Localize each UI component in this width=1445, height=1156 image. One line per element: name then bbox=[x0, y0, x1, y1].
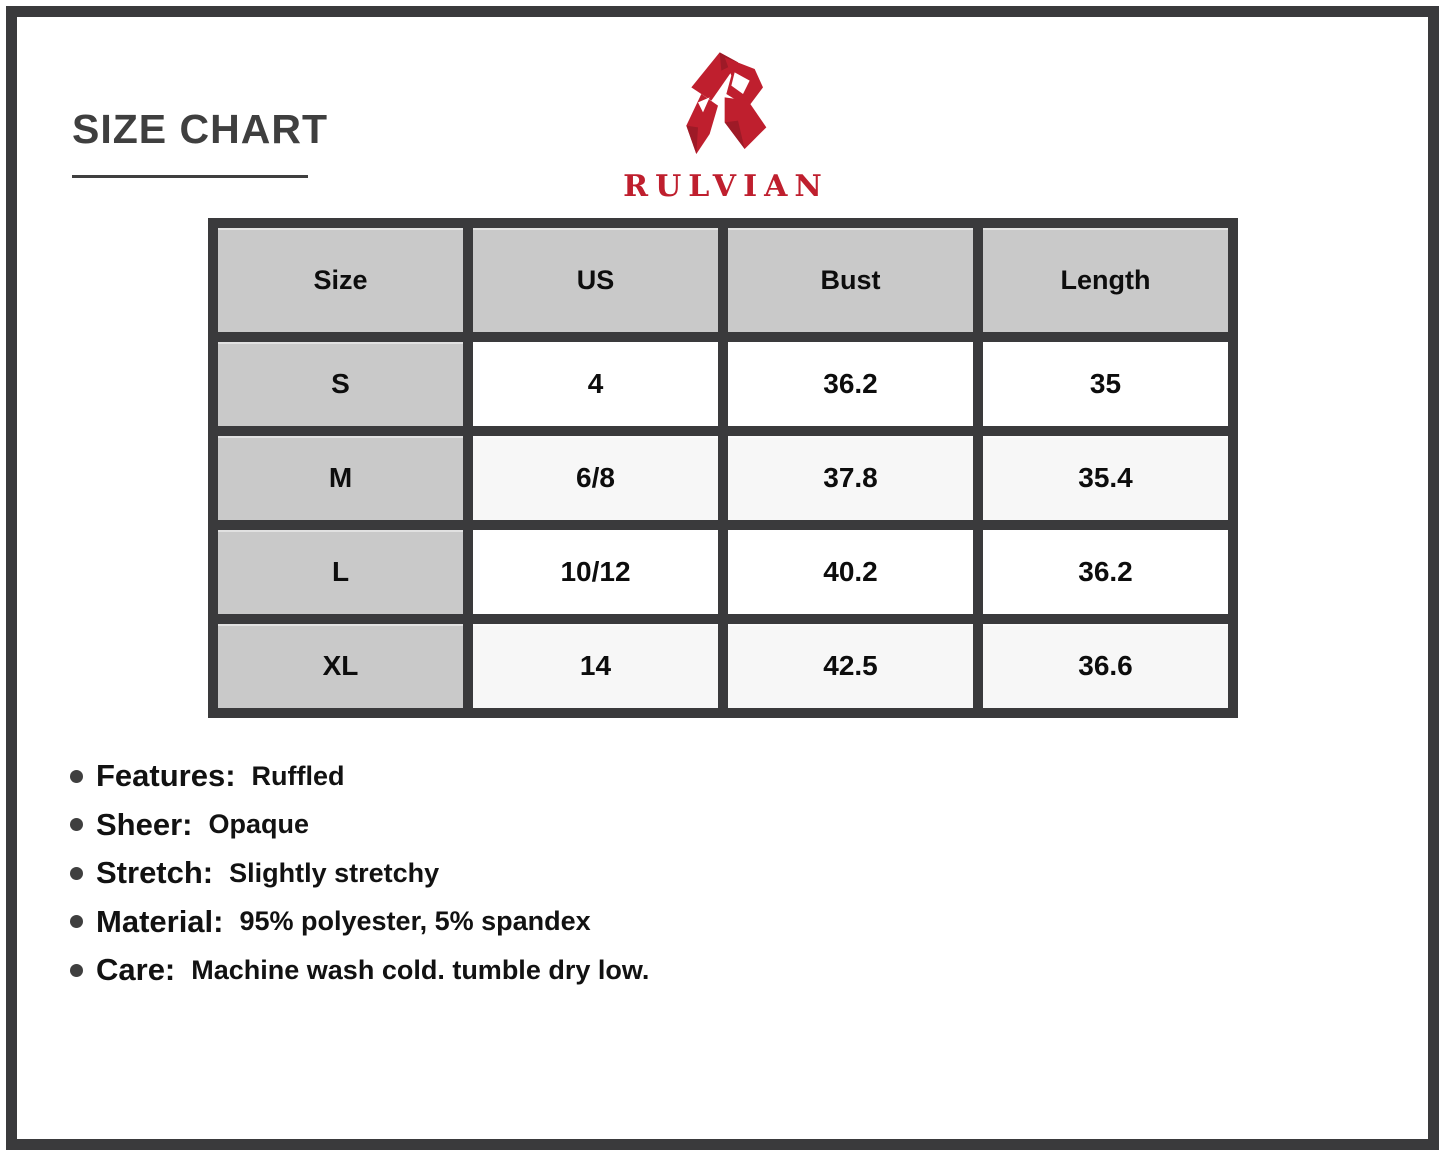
cell-l-bust: 40.2 bbox=[728, 530, 973, 614]
cell-m-length: 35.4 bbox=[983, 436, 1228, 520]
brand-name: RULVIAN bbox=[623, 169, 829, 204]
list-item: Sheer: Opaque bbox=[70, 801, 649, 850]
bullet-dot-icon bbox=[70, 866, 83, 880]
bullet-dot-icon bbox=[70, 963, 83, 977]
detail-label: Material: bbox=[96, 903, 224, 939]
bullet-dot-icon bbox=[70, 769, 83, 783]
product-details-list: Features: Ruffled Sheer: Opaque Stretch:… bbox=[70, 752, 649, 995]
row-label-s: S bbox=[218, 342, 463, 426]
detail-value: Ruffled bbox=[251, 760, 345, 791]
title-underline bbox=[72, 175, 308, 178]
cell-m-us: 6/8 bbox=[473, 436, 718, 520]
title-block: SIZE CHART bbox=[72, 106, 328, 178]
detail-label: Stretch: bbox=[96, 855, 214, 891]
brand-logo: RULVIAN bbox=[593, 46, 853, 204]
cell-s-length: 35 bbox=[983, 342, 1228, 426]
col-header-bust: Bust bbox=[728, 228, 973, 332]
detail-label: Care: bbox=[96, 952, 176, 988]
detail-label: Features: bbox=[96, 758, 236, 794]
list-item: Care: Machine wash cold. tumble dry low. bbox=[70, 946, 649, 995]
list-item: Material: 95% polyester, 5% spandex bbox=[70, 898, 649, 947]
detail-value: Machine wash cold. tumble dry low. bbox=[191, 954, 650, 985]
detail-label: Sheer: bbox=[96, 806, 193, 842]
cell-s-us: 4 bbox=[473, 342, 718, 426]
col-header-us: US bbox=[473, 228, 718, 332]
cell-xl-us: 14 bbox=[473, 624, 718, 708]
cell-xl-bust: 42.5 bbox=[728, 624, 973, 708]
size-chart-table: Size US Bust Length S 4 36.2 35 M 6/8 37… bbox=[208, 218, 1238, 718]
list-item: Features: Ruffled bbox=[70, 752, 649, 801]
cell-xl-length: 36.6 bbox=[983, 624, 1228, 708]
bullet-dot-icon bbox=[70, 818, 83, 832]
page-title: SIZE CHART bbox=[72, 106, 328, 152]
detail-value: 95% polyester, 5% spandex bbox=[239, 906, 591, 937]
bullet-dot-icon bbox=[70, 915, 83, 929]
rulvian-logo-icon bbox=[685, 52, 766, 154]
list-item: Stretch: Slightly stretchy bbox=[70, 849, 649, 898]
cell-s-bust: 36.2 bbox=[728, 342, 973, 426]
row-label-xl: XL bbox=[218, 624, 463, 708]
cell-l-length: 36.2 bbox=[983, 530, 1228, 614]
col-header-size: Size bbox=[218, 228, 463, 332]
detail-value: Opaque bbox=[208, 809, 309, 840]
cell-m-bust: 37.8 bbox=[728, 436, 973, 520]
cell-l-us: 10/12 bbox=[473, 530, 718, 614]
detail-value: Slightly stretchy bbox=[229, 857, 440, 888]
col-header-length: Length bbox=[983, 228, 1228, 332]
row-label-m: M bbox=[218, 436, 463, 520]
row-label-l: L bbox=[218, 530, 463, 614]
